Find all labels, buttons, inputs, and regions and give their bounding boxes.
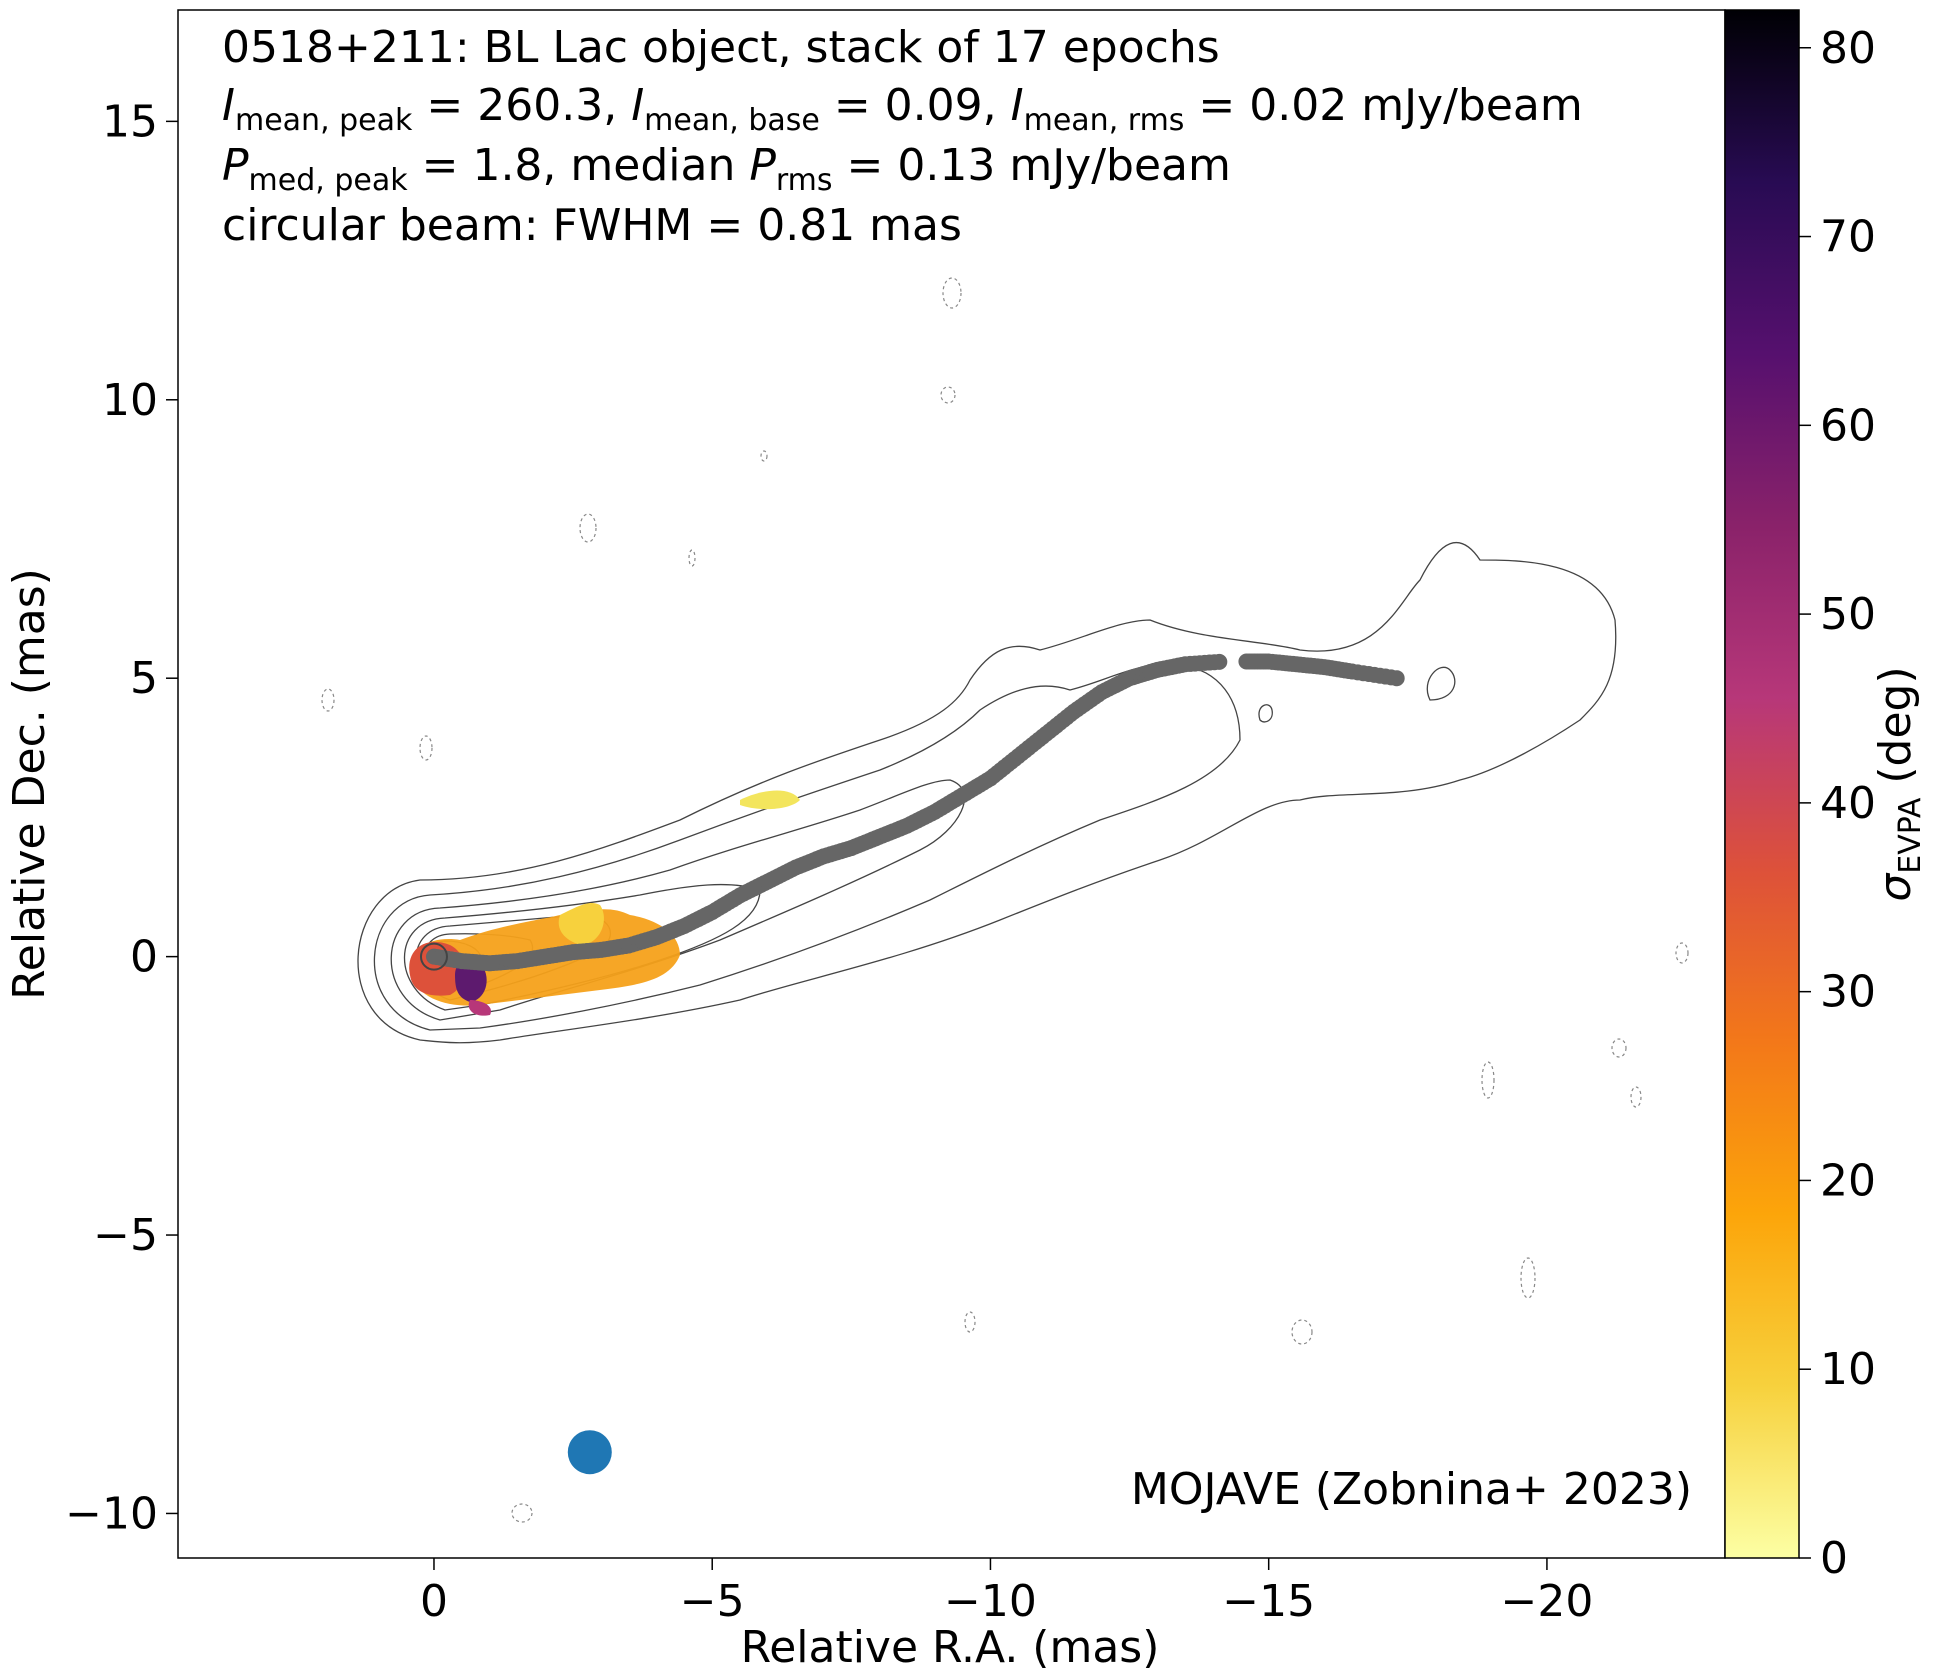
colorbar-tick-label: 20 <box>1820 1155 1876 1206</box>
x-axis: 0 −5 −10 −15 −20 <box>420 1558 1593 1627</box>
negative-contours <box>321 277 1689 1523</box>
colorbar-tick-label: 60 <box>1820 400 1876 451</box>
beam-annotation: circular beam: FWHM = 0.81 mas <box>222 200 962 251</box>
colorbar-tick-label: 0 <box>1820 1533 1848 1584</box>
colorbar-tick-label: 30 <box>1820 967 1876 1018</box>
colorbar-tick-label: 10 <box>1820 1344 1876 1395</box>
y-tick-label: 0 <box>130 932 158 983</box>
ridgeline-point <box>1211 653 1228 670</box>
colorbar <box>1724 9 1800 1559</box>
y-tick-label: 10 <box>102 375 158 426</box>
y-axis-label: Relative Dec. (mas) <box>4 568 55 1000</box>
contour-outer <box>357 542 1617 1044</box>
y-tick-label: 15 <box>102 96 158 147</box>
y-tick-label: 5 <box>130 653 158 704</box>
credit-annotation: MOJAVE (Zobnina+ 2023) <box>1131 1464 1692 1515</box>
colorbar-tick-label: 50 <box>1820 589 1876 640</box>
x-tick-label: −15 <box>1222 1576 1315 1627</box>
contour-patch <box>1426 666 1456 701</box>
ridgeline <box>419 653 1405 972</box>
colorbar-axis: 0 10 20 30 40 50 60 70 80 <box>1799 23 1876 1584</box>
title-annotation: 0518+211: BL Lac object, stack of 17 epo… <box>222 22 1220 73</box>
x-tick-label: −20 <box>1500 1576 1593 1627</box>
colorbar-tick-label: 40 <box>1820 778 1876 829</box>
intensity-annotation: Imean, peak = 260.3, Imean, base = 0.09,… <box>222 80 1583 138</box>
beam-ellipse <box>567 1430 612 1475</box>
core-marker <box>419 942 448 971</box>
x-tick-label: −10 <box>944 1576 1037 1627</box>
y-tick-label: −10 <box>65 1488 158 1539</box>
plot-area <box>177 9 1726 1559</box>
colorbar-label: σEVPA (deg) <box>1870 666 1928 901</box>
contour-patch <box>1258 704 1273 723</box>
ridgeline-point <box>1388 670 1405 687</box>
colorbar-tick-label: 70 <box>1820 212 1876 263</box>
y-tick-label: −5 <box>93 1210 158 1261</box>
contour-3 <box>390 779 966 1021</box>
colorbar-tick-label: 80 <box>1820 23 1876 74</box>
x-tick-label: −5 <box>680 1576 745 1627</box>
polarization-annotation: Pmed, peak = 1.8, median Prms = 0.13 mJy… <box>222 140 1231 198</box>
x-axis-label: Relative R.A. (mas) <box>741 1622 1160 1673</box>
y-axis: −10 −5 0 5 10 15 <box>65 96 178 1539</box>
x-tick-label: 0 <box>420 1576 448 1627</box>
